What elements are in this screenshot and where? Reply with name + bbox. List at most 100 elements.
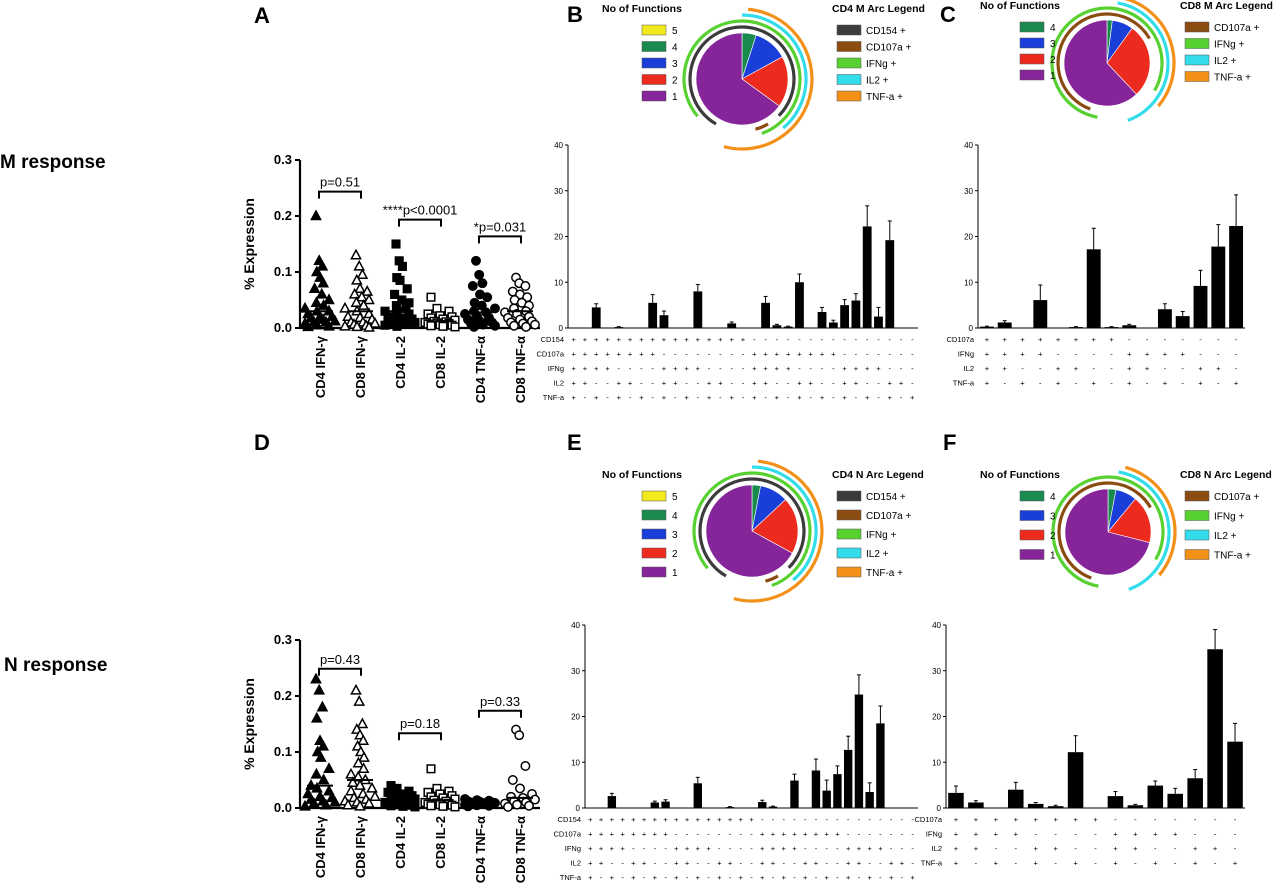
function-arc: [692, 471, 812, 588]
combo-sign: +: [775, 350, 780, 359]
combo-sign: -: [729, 830, 732, 839]
combo-sign: +: [899, 379, 904, 388]
panel-letter-e: E: [567, 430, 582, 455]
bar: [1211, 246, 1226, 328]
combo-sign: +: [599, 815, 604, 824]
combo-sign: +: [583, 379, 588, 388]
bar: [865, 791, 874, 808]
combo-sign: +: [605, 335, 610, 344]
combo-sign: +: [718, 379, 723, 388]
combo-sign: -: [1057, 350, 1060, 359]
combo-sign: +: [985, 350, 990, 359]
combo-sign: +: [865, 393, 870, 402]
legend-label: 2: [1050, 531, 1056, 542]
significance-bracket: [398, 218, 442, 227]
bar: [661, 801, 670, 808]
combo-sign: -: [793, 873, 796, 882]
combo-sign: +: [889, 873, 894, 882]
combo-sign: +: [1233, 859, 1238, 868]
combo-sign: -: [1094, 830, 1097, 839]
category-label: CD8 TNF-α: [513, 816, 528, 883]
data-point: [320, 798, 332, 810]
bar: [783, 326, 793, 328]
bar: [828, 322, 838, 328]
data-point: [357, 734, 370, 746]
combo-sign: +: [954, 859, 959, 868]
data-point: [350, 683, 362, 695]
bar: [1027, 803, 1044, 808]
combo-sign: +: [1145, 364, 1150, 373]
y-tick-label: 0.3: [274, 152, 292, 167]
y-tick-label: 10: [554, 278, 563, 287]
combo-sign: +: [1193, 859, 1198, 868]
bar: [761, 302, 770, 328]
combo-sign: +: [650, 350, 655, 359]
combo-sign: -: [793, 815, 796, 824]
combo-sign: +: [954, 815, 959, 824]
combo-sign: -: [877, 350, 880, 359]
combo-sign: +: [571, 350, 576, 359]
y-tick-label: 10: [932, 758, 941, 767]
combo-sign: +: [717, 873, 722, 882]
category-label: CD4 TNF-α: [473, 816, 488, 883]
combo-sign: +: [752, 379, 757, 388]
y-tick-label: 0.1: [274, 264, 292, 279]
combo-sign: -: [742, 364, 745, 373]
y-tick-label: 30: [964, 187, 973, 196]
bar: [1068, 327, 1083, 328]
combo-sign: -: [606, 379, 609, 388]
y-tick-label: 30: [571, 667, 580, 676]
legend-swatch: [641, 490, 667, 502]
combo-sign: +: [1181, 350, 1186, 359]
combo-sign: +: [954, 844, 959, 853]
combo-sign: +: [588, 859, 593, 868]
combo-sign: -: [1174, 859, 1177, 868]
function-arc: [1051, 475, 1165, 588]
function-arc: [1050, 6, 1164, 119]
combo-sign: +: [1020, 379, 1025, 388]
combo-sign: +: [876, 364, 881, 373]
combo-row-label: IL2: [554, 379, 564, 388]
combo-sign: -: [740, 830, 743, 839]
combo-sign: -: [1235, 335, 1238, 344]
data-point: [490, 320, 500, 331]
category-label: CD4 IFN-γ: [313, 815, 328, 878]
combo-sign: -: [1181, 379, 1184, 388]
bar: [693, 783, 702, 808]
combo-sign: -: [697, 830, 700, 839]
combo-sign: -: [764, 335, 767, 344]
combo-sign: -: [832, 379, 835, 388]
bar: [854, 694, 864, 808]
legend: CD8 N Arc Legend CD107a + IFNg + IL2 + TNF-a…: [1180, 469, 1272, 562]
combo-sign: -: [911, 364, 914, 373]
combo-sign: -: [1194, 830, 1197, 839]
combo-sign: -: [798, 364, 801, 373]
combo-sign: -: [901, 815, 904, 824]
legend-label: 2: [672, 549, 678, 560]
combo-sign: +: [739, 873, 744, 882]
function-arc: [1117, 1, 1170, 122]
pie-slice: [1107, 498, 1152, 544]
combo-sign: -: [911, 335, 914, 344]
legend-label: 2: [672, 76, 678, 87]
legend-label: IFNg +: [1214, 512, 1244, 523]
combo-row-label: CD154: [558, 815, 581, 824]
data-point: [469, 321, 479, 332]
legend-label: CD107a +: [866, 511, 911, 522]
combo-sign: -: [1199, 350, 1202, 359]
legend-label: TNF-a +: [866, 568, 903, 579]
combo-sign: -: [809, 335, 812, 344]
combo-sign: +: [631, 873, 636, 882]
function-arc: [741, 13, 808, 130]
combo-sign: +: [730, 393, 735, 402]
combo-sign: +: [739, 815, 744, 824]
combo-sign: -: [815, 873, 818, 882]
combo-sign: +: [653, 873, 658, 882]
data-point: [316, 700, 329, 712]
combo-sign: -: [825, 815, 828, 824]
legend-label: 3: [1050, 39, 1056, 50]
combo-sign: -: [750, 830, 753, 839]
combo-sign: +: [1127, 350, 1132, 359]
y-tick-label: 10: [964, 278, 973, 287]
